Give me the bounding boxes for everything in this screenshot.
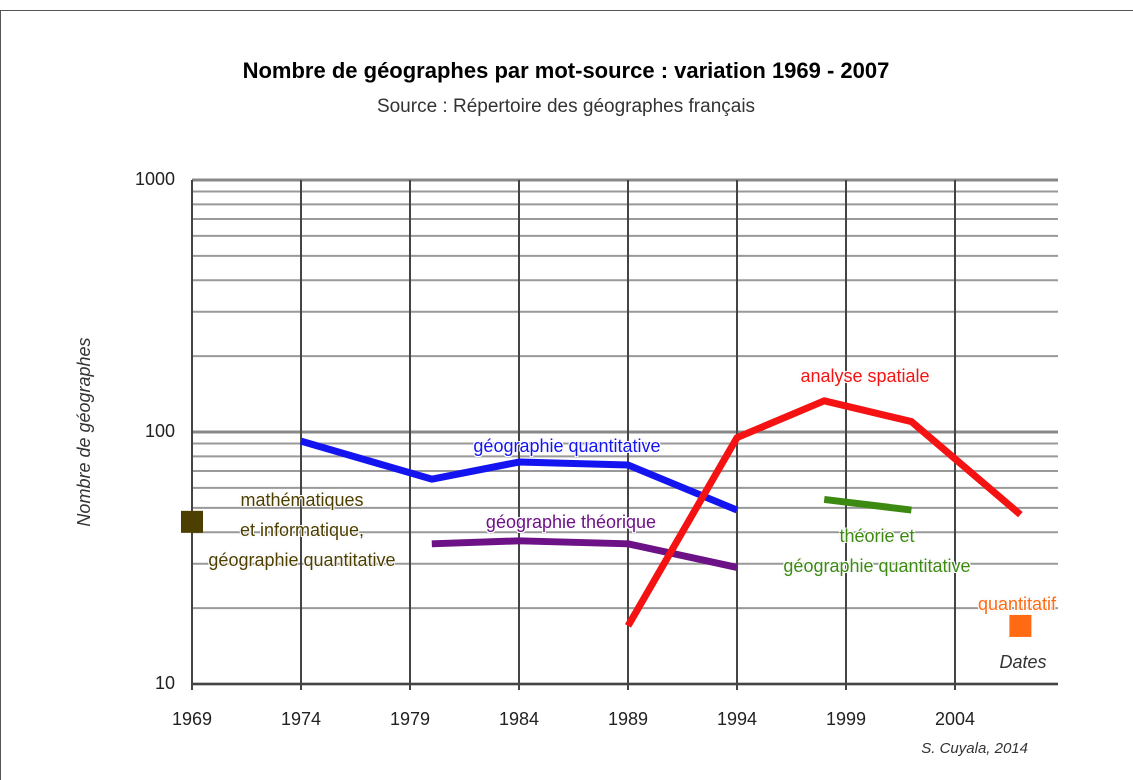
series-label: géographie théorique — [485, 512, 657, 532]
x-tick-label: 1984 — [499, 709, 539, 729]
line — [431, 537, 738, 571]
x-tick-label: 1989 — [608, 709, 648, 729]
x-tick-label: 1974 — [281, 709, 321, 729]
x-tick-label: 1994 — [717, 709, 757, 729]
line — [823, 495, 912, 514]
y-axis-label: Nombre de géographes — [74, 337, 94, 526]
series-label: géographie quantitative — [473, 436, 661, 456]
line — [300, 437, 739, 514]
x-tick-label: 1999 — [826, 709, 866, 729]
line — [624, 397, 1023, 628]
x-tick-label: 1979 — [390, 709, 430, 729]
series-label: quantitatif — [977, 594, 1057, 614]
chart-subtitle: Source : Répertoire des géographes franç… — [377, 96, 755, 117]
series-label: analyse spatiale — [800, 366, 930, 386]
y-tick-label: 10 — [155, 673, 175, 693]
marker — [1009, 614, 1032, 637]
y-tick-label: 1000 — [135, 169, 175, 189]
marker — [181, 510, 203, 533]
series-label: théorie et géographie quantitative — [783, 526, 971, 576]
credit: S. Cuyala, 2014 — [921, 740, 1028, 757]
x-tick-label: 1969 — [172, 709, 212, 729]
x-tick-label: 2004 — [935, 709, 975, 729]
series-label: mathématiques et informatique, géographi… — [208, 490, 396, 570]
chart-title: Nombre de géographes par mot-source : va… — [243, 58, 890, 83]
y-tick-label: 100 — [145, 421, 175, 441]
frame — [0, 10, 1133, 780]
x-axis-label: Dates — [999, 652, 1046, 672]
